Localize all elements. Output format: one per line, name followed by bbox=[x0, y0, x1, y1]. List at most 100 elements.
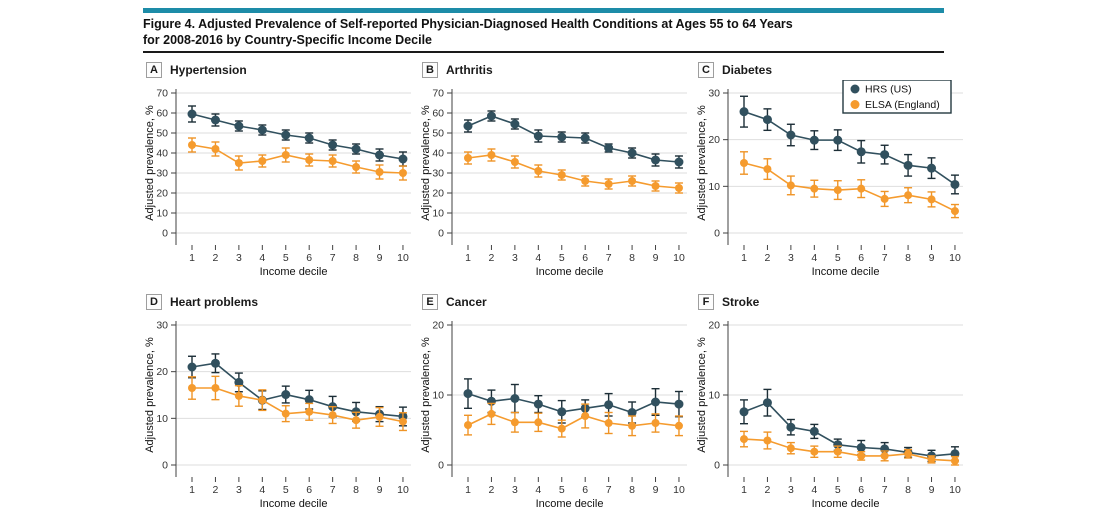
y-tick-label: 50 bbox=[156, 128, 168, 140]
data-point-hrs bbox=[762, 115, 772, 125]
panel-c-chart: 0 10 20 30 1 2 3 4 5 6 7 8 9 10 Income decile Adjusted … bbox=[696, 80, 963, 278]
y-tick-label: 0 bbox=[162, 228, 168, 240]
data-point-hrs bbox=[281, 390, 291, 400]
x-tick-label: 10 bbox=[673, 484, 685, 496]
data-point-hrs bbox=[257, 125, 267, 135]
y-axis-label: Adjusted prevalence, % bbox=[144, 105, 156, 221]
series-line-hrs bbox=[467, 115, 680, 163]
data-point-elsa bbox=[833, 186, 842, 195]
data-point-hrs bbox=[809, 135, 819, 145]
x-tick-label: 5 bbox=[283, 484, 289, 496]
y-tick-label: 20 bbox=[708, 320, 720, 332]
y-tick-label: 0 bbox=[438, 460, 444, 472]
data-point-elsa bbox=[904, 191, 913, 200]
data-point-elsa bbox=[352, 416, 361, 425]
data-point-elsa bbox=[786, 444, 795, 453]
x-tick-label: 8 bbox=[353, 252, 359, 264]
data-point-elsa bbox=[927, 195, 936, 204]
panel-c: C Diabetes 0 10 20 30 1 2 3 4 5 6 7 8 9 10 Income decile… bbox=[694, 58, 974, 290]
x-tick-label: 3 bbox=[788, 484, 794, 496]
data-point-elsa bbox=[927, 455, 936, 464]
data-point-elsa bbox=[258, 157, 267, 165]
y-tick-label: 10 bbox=[708, 390, 720, 402]
data-point-hrs bbox=[510, 394, 520, 403]
data-point-elsa bbox=[305, 407, 314, 416]
data-point-elsa bbox=[857, 184, 866, 193]
data-point-elsa bbox=[510, 158, 519, 166]
x-tick-label: 3 bbox=[512, 252, 518, 264]
panel-letter-a: A bbox=[146, 62, 162, 78]
data-point-hrs bbox=[739, 107, 749, 117]
figure-title-line1: Figure 4. Adjusted Prevalence of Self-re… bbox=[143, 17, 793, 31]
data-point-elsa bbox=[281, 409, 290, 418]
y-tick-label: 10 bbox=[432, 390, 444, 402]
x-tick-label: 2 bbox=[213, 252, 219, 264]
x-tick-label: 5 bbox=[835, 252, 841, 264]
y-tick-label: 40 bbox=[432, 148, 444, 160]
data-point-hrs bbox=[927, 163, 937, 173]
y-axis-label: Adjusted prevalence, % bbox=[144, 337, 156, 453]
panel-a: A Hypertension 0 10 20 30 40 50 60 70 1 2 3 4 5 6 7 8 9 10 I… bbox=[142, 58, 422, 290]
y-tick-label: 70 bbox=[156, 88, 168, 100]
x-tick-label: 1 bbox=[465, 252, 471, 264]
x-tick-label: 9 bbox=[377, 252, 383, 264]
data-point-elsa bbox=[375, 412, 384, 421]
x-tick-label: 1 bbox=[741, 484, 747, 496]
data-point-hrs bbox=[856, 443, 866, 452]
data-point-elsa bbox=[464, 154, 472, 162]
y-tick-label: 40 bbox=[156, 148, 168, 160]
y-tick-label: 20 bbox=[432, 188, 444, 200]
x-tick-label: 9 bbox=[377, 484, 383, 496]
data-point-hrs bbox=[880, 150, 890, 160]
x-tick-label: 2 bbox=[489, 252, 495, 264]
data-point-elsa bbox=[674, 184, 683, 192]
series-line-hrs bbox=[743, 110, 956, 186]
data-point-elsa bbox=[674, 421, 683, 430]
title-rule bbox=[143, 51, 944, 53]
series-line-hrs bbox=[467, 392, 680, 414]
legend-marker-hrs bbox=[850, 84, 860, 94]
series-line-elsa bbox=[743, 438, 956, 462]
data-point-hrs bbox=[786, 422, 796, 432]
data-point-hrs bbox=[210, 115, 220, 125]
y-tick-label: 20 bbox=[156, 366, 168, 378]
x-tick-label: 8 bbox=[905, 252, 911, 264]
data-point-elsa bbox=[604, 419, 613, 427]
data-point-hrs bbox=[234, 121, 244, 131]
data-point-elsa bbox=[857, 451, 866, 460]
x-tick-label: 7 bbox=[330, 252, 336, 264]
data-point-hrs bbox=[351, 144, 361, 154]
panel-b-chart: 0 10 20 30 40 50 60 70 1 2 3 4 5 6 7 8 9 10 Income decile A… bbox=[420, 88, 687, 278]
series-line-elsa bbox=[467, 413, 680, 430]
y-tick-label: 30 bbox=[708, 88, 720, 100]
x-tick-label: 9 bbox=[929, 252, 935, 264]
panel-header: F Stroke bbox=[698, 294, 759, 310]
data-point-hrs bbox=[739, 407, 749, 417]
x-tick-label: 4 bbox=[535, 484, 541, 496]
accent-bar bbox=[143, 8, 944, 13]
x-tick-label: 4 bbox=[811, 252, 817, 264]
data-point-hrs bbox=[833, 135, 843, 145]
data-point-elsa bbox=[628, 177, 637, 185]
data-point-hrs bbox=[674, 399, 684, 409]
data-point-hrs bbox=[604, 400, 614, 410]
x-tick-label: 5 bbox=[835, 484, 841, 496]
x-axis-label: Income decile bbox=[260, 498, 328, 510]
data-point-elsa bbox=[328, 411, 337, 420]
x-tick-label: 7 bbox=[882, 484, 888, 496]
panel-title: Arthritis bbox=[446, 63, 493, 77]
y-tick-label: 50 bbox=[432, 128, 444, 140]
panel-letter-c: C bbox=[698, 62, 714, 78]
x-tick-label: 10 bbox=[397, 252, 409, 264]
data-point-hrs bbox=[234, 377, 244, 387]
y-tick-label: 20 bbox=[156, 188, 168, 200]
data-point-elsa bbox=[534, 167, 543, 175]
panel-title: Hypertension bbox=[170, 63, 247, 77]
x-tick-label: 10 bbox=[949, 252, 961, 264]
x-axis-label: Income decile bbox=[536, 266, 604, 278]
data-point-hrs bbox=[856, 147, 866, 157]
data-point-elsa bbox=[581, 412, 590, 420]
data-point-elsa bbox=[651, 419, 660, 427]
data-point-elsa bbox=[810, 184, 819, 193]
panel-d-chart: 0 10 20 30 1 2 3 4 5 6 7 8 9 10 Income decile Adjusted … bbox=[144, 320, 411, 510]
